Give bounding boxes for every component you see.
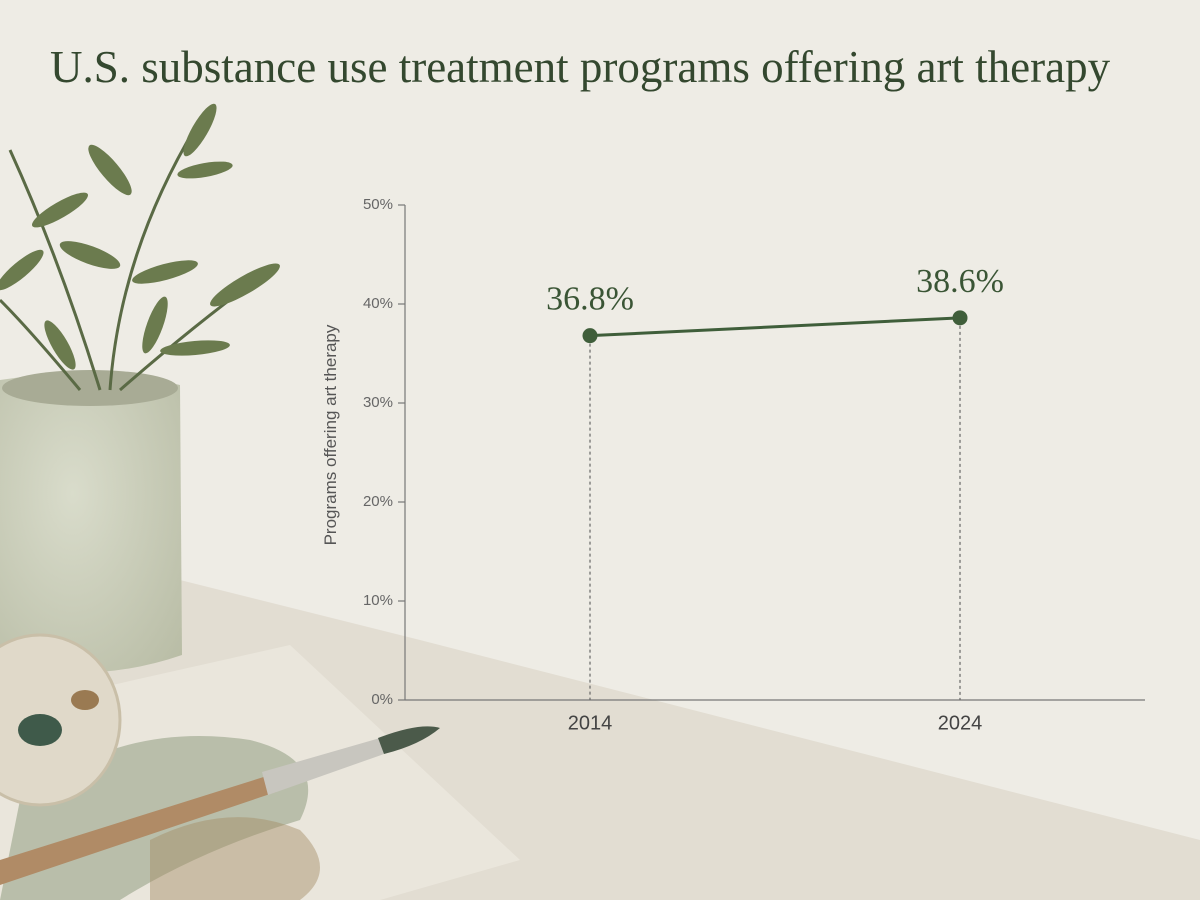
leaves [0, 103, 280, 370]
value-label: 38.6% [916, 263, 1004, 300]
y-tick-label: 30% [363, 394, 393, 411]
point [952, 310, 968, 326]
y-tick-label: 0% [371, 691, 393, 708]
paint [18, 714, 62, 746]
y-tick-label: 40% [363, 295, 393, 312]
line [589, 316, 961, 338]
chart-title: U.S. substance use treatment programs of… [50, 42, 1111, 92]
brush-tip [378, 726, 440, 754]
pot-rim [2, 370, 178, 406]
brush-ferrule [262, 738, 384, 795]
paint-wash [150, 817, 320, 900]
paint [71, 690, 99, 710]
x-tick-label: 2024 [938, 712, 983, 734]
y-tick-label: 10% [363, 592, 393, 609]
point [582, 328, 598, 344]
value-label: 36.8% [546, 281, 634, 318]
pot [0, 373, 182, 673]
y-tick-label: 50% [363, 196, 393, 213]
y-axis-label: Programs offering art therapy [321, 324, 340, 545]
palette [0, 633, 122, 807]
x-tick-label: 2014 [568, 712, 613, 734]
y-tick-label: 20% [363, 493, 393, 510]
brush-handle [0, 775, 276, 885]
